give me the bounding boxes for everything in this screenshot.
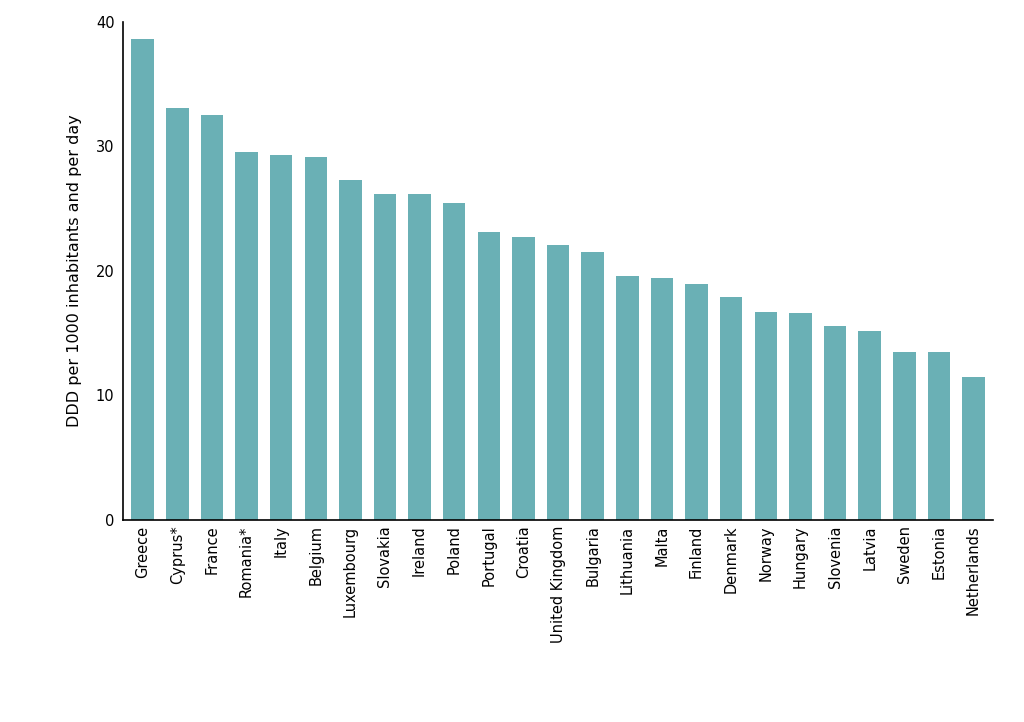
Bar: [963, 377, 985, 520]
Bar: [166, 108, 188, 520]
Bar: [374, 193, 396, 520]
Bar: [720, 297, 742, 520]
Bar: [512, 237, 535, 520]
Bar: [858, 331, 881, 520]
Bar: [443, 204, 466, 520]
Bar: [304, 157, 327, 520]
Bar: [409, 193, 431, 520]
Bar: [650, 278, 673, 520]
Bar: [616, 276, 639, 520]
Bar: [201, 115, 223, 520]
Bar: [685, 284, 708, 520]
Bar: [928, 352, 950, 520]
Bar: [477, 232, 500, 520]
Bar: [823, 326, 846, 520]
Bar: [270, 155, 293, 520]
Bar: [790, 313, 812, 520]
Bar: [236, 152, 258, 520]
Y-axis label: DDD per 1000 inhabitants and per day: DDD per 1000 inhabitants and per day: [67, 114, 82, 427]
Bar: [582, 252, 604, 520]
Bar: [131, 39, 154, 520]
Bar: [755, 312, 777, 520]
Bar: [893, 352, 915, 520]
Bar: [547, 245, 569, 520]
Bar: [339, 180, 361, 520]
